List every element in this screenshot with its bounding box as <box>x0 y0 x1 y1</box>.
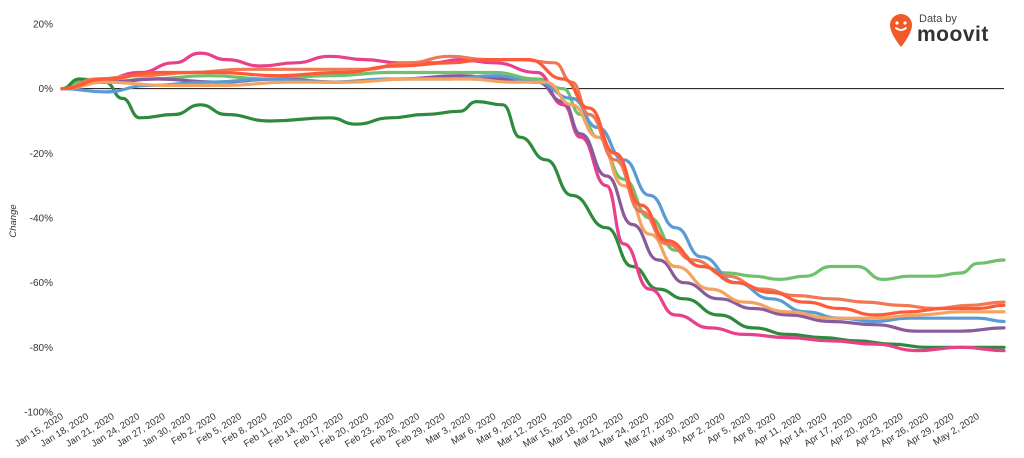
series-line-4 <box>60 74 1006 333</box>
y-tick-label: -20% <box>30 149 53 160</box>
y-tick-label: -80% <box>30 343 53 354</box>
y-tick-label: -100% <box>24 408 53 419</box>
series-lines <box>60 51 1006 353</box>
y-axis: 20% 0% -20% -40% -60% -80% -100% <box>24 20 53 419</box>
series-line-5 <box>60 74 1006 324</box>
y-tick-label: 0% <box>39 84 54 95</box>
y-axis-label: Change <box>8 204 19 237</box>
series-line-3 <box>60 51 1006 353</box>
series-line-2 <box>60 77 1006 349</box>
data-by-label: Data by <box>919 13 957 25</box>
series-line-7 <box>60 54 1006 311</box>
y-tick-label: -40% <box>30 214 53 225</box>
y-tick-label: 20% <box>33 20 53 31</box>
moovit-wordmark: moovit <box>917 23 989 46</box>
y-tick-label: -60% <box>30 278 53 289</box>
moovit-pin-icon <box>890 14 912 47</box>
series-line-6 <box>60 77 1006 320</box>
series-line-8 <box>60 57 1006 317</box>
moovit-brand: Data by moovit <box>886 10 1006 50</box>
